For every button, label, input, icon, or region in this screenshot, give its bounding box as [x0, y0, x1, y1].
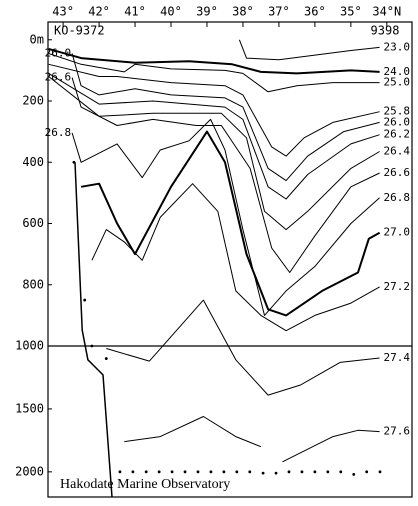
station-dot	[300, 470, 304, 474]
contour-line	[71, 118, 380, 316]
x-tick-label: 43°	[52, 5, 74, 19]
station-dot	[183, 470, 187, 474]
station-dot	[248, 470, 252, 474]
station-dot	[104, 357, 108, 360]
y-tick-label: 600	[22, 216, 44, 230]
contour-label: 23.0	[384, 40, 411, 53]
station-dot	[235, 470, 239, 474]
x-tick-label: 42°	[88, 5, 110, 19]
station-dot	[72, 160, 76, 164]
station-dot	[157, 470, 161, 474]
station-dot	[170, 470, 174, 474]
contour-label: 26.4	[384, 145, 411, 158]
plot-frame	[47, 21, 413, 498]
contour-label: 27.4	[384, 351, 411, 364]
station-dot	[196, 470, 200, 474]
contour-label: 26.0	[384, 115, 411, 128]
contour-label: 26.8	[45, 126, 72, 139]
x-tick-label: 41°	[124, 5, 146, 19]
station-dot	[83, 298, 87, 302]
bottom-line	[74, 162, 113, 498]
contour-line	[282, 429, 380, 463]
y-tick-label: 2000	[15, 464, 44, 478]
contour-line	[48, 63, 380, 157]
station-dot	[222, 470, 226, 474]
station-dot	[378, 470, 382, 474]
station-dot	[365, 470, 369, 474]
contour-label: 27.6	[384, 425, 411, 438]
chart-title: Hakodate Marine Observatory	[60, 477, 230, 492]
contour-label: 26.2	[384, 128, 411, 141]
contour-label: 27.2	[384, 280, 411, 293]
y-tick-label: 1000	[15, 339, 44, 353]
contour-line	[48, 76, 380, 231]
contour-line	[71, 77, 380, 273]
contour-label: 26.6	[384, 166, 411, 179]
station-dot	[287, 470, 291, 474]
station-dot	[352, 472, 356, 476]
contour-line	[106, 299, 380, 396]
station-dot	[90, 344, 94, 348]
x-tick-label: 39°	[196, 5, 218, 19]
contour-line	[124, 416, 262, 448]
contour-line	[48, 47, 380, 75]
contour-label: 24.0	[384, 65, 411, 78]
contour-label: 27.0	[384, 226, 411, 239]
contour-label: 25.8	[384, 105, 411, 118]
contour-label: 26.8	[384, 191, 411, 204]
contour-line	[91, 183, 380, 332]
contour-line	[71, 53, 380, 182]
station-dot	[274, 471, 278, 475]
end-label: 9398	[371, 24, 400, 38]
contour-label: 26.6	[45, 71, 72, 84]
x-tick-label: 37°	[268, 5, 290, 19]
y-tick-label: 800	[22, 277, 44, 291]
station-dot	[131, 470, 135, 474]
start-label: KO-9372	[54, 24, 105, 38]
x-tick-label: 35°	[340, 5, 362, 19]
station-dot	[144, 470, 148, 474]
station-dot	[313, 470, 317, 474]
contour-line	[48, 53, 380, 93]
station-dot	[326, 470, 330, 474]
contour-line	[80, 130, 381, 317]
y-tick-label: 400	[22, 155, 44, 169]
contour-label: 26.0	[45, 47, 72, 60]
station-dot	[209, 470, 213, 474]
x-tick-label: 38°	[232, 5, 254, 19]
x-tick-label: 36°	[304, 5, 326, 19]
station-dot	[261, 471, 265, 475]
x-tick-label: 40°	[160, 5, 182, 19]
x-tick-label: 34°N	[372, 5, 401, 19]
contour-line	[48, 72, 380, 200]
station-dot	[339, 470, 343, 474]
station-dot	[118, 470, 122, 474]
y-tick-label: 200	[22, 94, 44, 108]
contour-line	[238, 39, 380, 61]
y-tick-label: 1500	[15, 401, 44, 415]
y-tick-label: 0m	[30, 32, 44, 46]
contour-label: 25.0	[384, 76, 411, 89]
